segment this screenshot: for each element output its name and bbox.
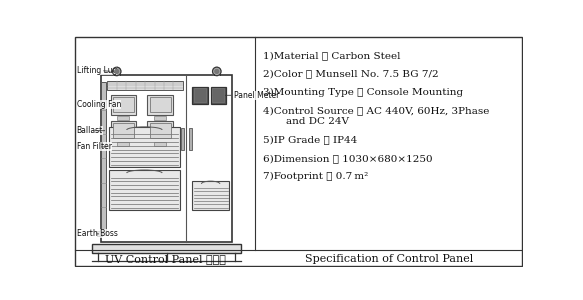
Text: 3)Mounting Type ： Console Mounting: 3)Mounting Type ： Console Mounting (263, 88, 463, 97)
Bar (194, 88, 206, 102)
Bar (192, 87, 208, 104)
Bar (150, 97, 171, 112)
Bar (97, 231, 102, 236)
Bar (150, 123, 171, 138)
Bar (113, 97, 134, 112)
Text: Panel Meter: Panel Meter (234, 91, 279, 100)
Bar (210, 87, 226, 104)
Text: Ballast: Ballast (76, 126, 103, 135)
Bar (109, 127, 180, 167)
Bar (109, 170, 180, 210)
Text: and DC 24V: and DC 24V (286, 117, 349, 126)
Bar (212, 88, 224, 102)
Text: Earth Boss: Earth Boss (76, 230, 118, 238)
Bar (181, 128, 184, 150)
Bar (192, 181, 229, 210)
Text: 4)Control Source ： AC 440V, 60Hz, 3Phase: 4)Control Source ： AC 440V, 60Hz, 3Phase (263, 106, 489, 115)
Text: Fan Filter: Fan Filter (76, 142, 111, 152)
Bar (154, 116, 166, 120)
Bar (92, 244, 241, 253)
Bar (101, 82, 106, 235)
Bar (107, 81, 183, 90)
Text: 2)Color ： Munsell No. 7.5 BG 7/2: 2)Color ： Munsell No. 7.5 BG 7/2 (263, 69, 438, 78)
Text: Cooling Fan: Cooling Fan (76, 100, 121, 109)
Bar (147, 121, 173, 141)
Bar (101, 74, 232, 242)
Bar (111, 121, 136, 141)
Text: Specification of Control Panel: Specification of Control Panel (305, 254, 473, 263)
Bar (154, 142, 166, 146)
Text: Lifting Lug: Lifting Lug (76, 66, 117, 75)
Text: UV Control Panel 외형도: UV Control Panel 외형도 (105, 254, 226, 263)
Bar (189, 128, 192, 150)
Text: 1)Material ： Carbon Steel: 1)Material ： Carbon Steel (263, 51, 401, 60)
Text: 6)Dimension ： 1030×680×1250: 6)Dimension ： 1030×680×1250 (263, 154, 433, 163)
Text: 5)IP Grade ： IP44: 5)IP Grade ： IP44 (263, 136, 357, 145)
Bar (111, 94, 136, 115)
Bar (117, 116, 129, 120)
Circle shape (215, 70, 219, 73)
Bar (113, 123, 134, 138)
Text: 7)Footprint ： 0.7 m²: 7)Footprint ： 0.7 m² (263, 172, 368, 182)
Circle shape (115, 70, 118, 73)
Bar (117, 142, 129, 146)
Bar (147, 94, 173, 115)
Circle shape (113, 67, 121, 76)
Circle shape (213, 67, 221, 76)
